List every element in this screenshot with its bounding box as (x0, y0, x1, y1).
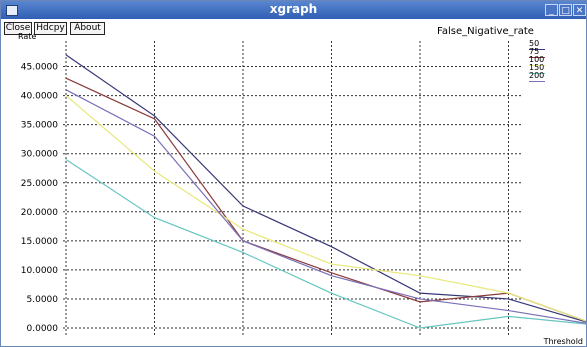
close-button[interactable]: Close (4, 22, 32, 35)
legend-label: 75 (529, 47, 540, 56)
series-line-100 (65, 95, 586, 322)
y-tick-label: 20.0000 (21, 208, 58, 218)
y-tick-label: 35.0000 (21, 121, 58, 131)
legend-item-75: 75 (529, 47, 559, 58)
y-tick-label: 5.0000 (27, 295, 59, 305)
y-tick-label: 0.0000 (27, 324, 59, 334)
x-axis-label: Threshold (543, 337, 583, 346)
legend-label: 150 (529, 63, 545, 72)
series-line-200 (65, 89, 586, 324)
maximize-button[interactable]: □ (559, 4, 572, 16)
legend-line-swatch (529, 57, 545, 58)
chart-title: False_Nigative_rate (437, 26, 534, 37)
y-tick-label: 15.0000 (21, 237, 58, 247)
hardcopy-button[interactable]: Hdcpy (34, 22, 67, 35)
minimize-button[interactable]: _ (545, 4, 558, 16)
y-axis-label: Rate (18, 32, 37, 41)
y-tick-label: 30.0000 (21, 150, 58, 160)
legend-item-100: 100 (529, 55, 559, 66)
window-menu-icon[interactable] (6, 5, 18, 16)
series-line-150 (65, 159, 586, 329)
legend-label: 200 (529, 71, 545, 80)
y-tick-label: 25.0000 (21, 179, 58, 189)
legend-line-swatch (529, 73, 545, 74)
legend-item-50: 50 (529, 39, 559, 50)
legend-label: 50 (529, 39, 540, 48)
y-tick-label: 40.0000 (21, 92, 58, 102)
legend-line-swatch (529, 65, 545, 66)
y-tick-label: 45.0000 (21, 63, 58, 73)
y-tick-label: 10.0000 (21, 266, 58, 276)
legend: 50 75 100 150 200 (529, 39, 559, 82)
about-button[interactable]: About (70, 22, 105, 35)
legend-item-150: 150 (529, 63, 559, 74)
legend-item-200: 200 (529, 71, 559, 82)
series-line-50 (65, 54, 586, 323)
close-window-button[interactable]: ✕ (573, 4, 586, 16)
legend-label: 100 (529, 55, 545, 64)
title-bar[interactable]: xgraph _ □ ✕ (1, 1, 586, 19)
legend-line-swatch (529, 81, 545, 82)
window-title: xgraph (269, 2, 318, 16)
legend-line-swatch (529, 49, 545, 50)
